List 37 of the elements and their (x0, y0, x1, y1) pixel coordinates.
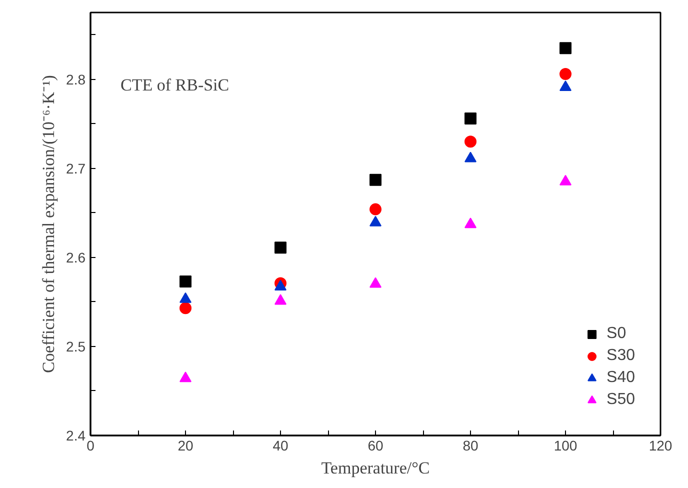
point (560, 68, 572, 80)
point (274, 280, 286, 290)
point (464, 112, 476, 124)
x-tick-label: 100 (554, 438, 578, 454)
point (464, 152, 476, 162)
y-tick-label: 2.8 (66, 71, 86, 88)
point (560, 42, 572, 54)
point (180, 275, 192, 288)
legend-label: S50 (606, 391, 635, 409)
point (464, 218, 476, 228)
point (370, 216, 382, 226)
point (274, 242, 286, 254)
legend-label: S30 (606, 347, 635, 365)
y-axis-title: Coefficient of thermal expansion/(10⁻⁶·K⁻¹) (39, 75, 58, 373)
point (370, 277, 382, 288)
y-tick-label: 2.5 (66, 338, 86, 354)
annotation: CTE of RB-SiC (120, 76, 230, 94)
point (274, 294, 286, 305)
x-tick-label: 80 (462, 438, 478, 454)
x-tick-label: 120 (648, 438, 672, 454)
point (464, 136, 476, 148)
x-axis-title: Temperature/°C (321, 458, 430, 478)
x-tick-label: 60 (368, 438, 384, 454)
x-tick-label: 20 (178, 438, 194, 454)
y-tick-label: 2.7 (66, 160, 86, 176)
point (180, 292, 192, 303)
point (370, 174, 382, 186)
y-tick-label: 2.4 (66, 428, 86, 444)
x-tick-label: 40 (272, 438, 288, 454)
x-tick-label: 0 (86, 438, 95, 454)
point (180, 372, 192, 382)
point (180, 302, 192, 314)
legend-label: S0 (606, 325, 627, 343)
point (560, 174, 572, 186)
legend-label: S40 (606, 369, 635, 387)
point (370, 203, 382, 216)
y-tick-label: 2.6 (66, 249, 86, 266)
